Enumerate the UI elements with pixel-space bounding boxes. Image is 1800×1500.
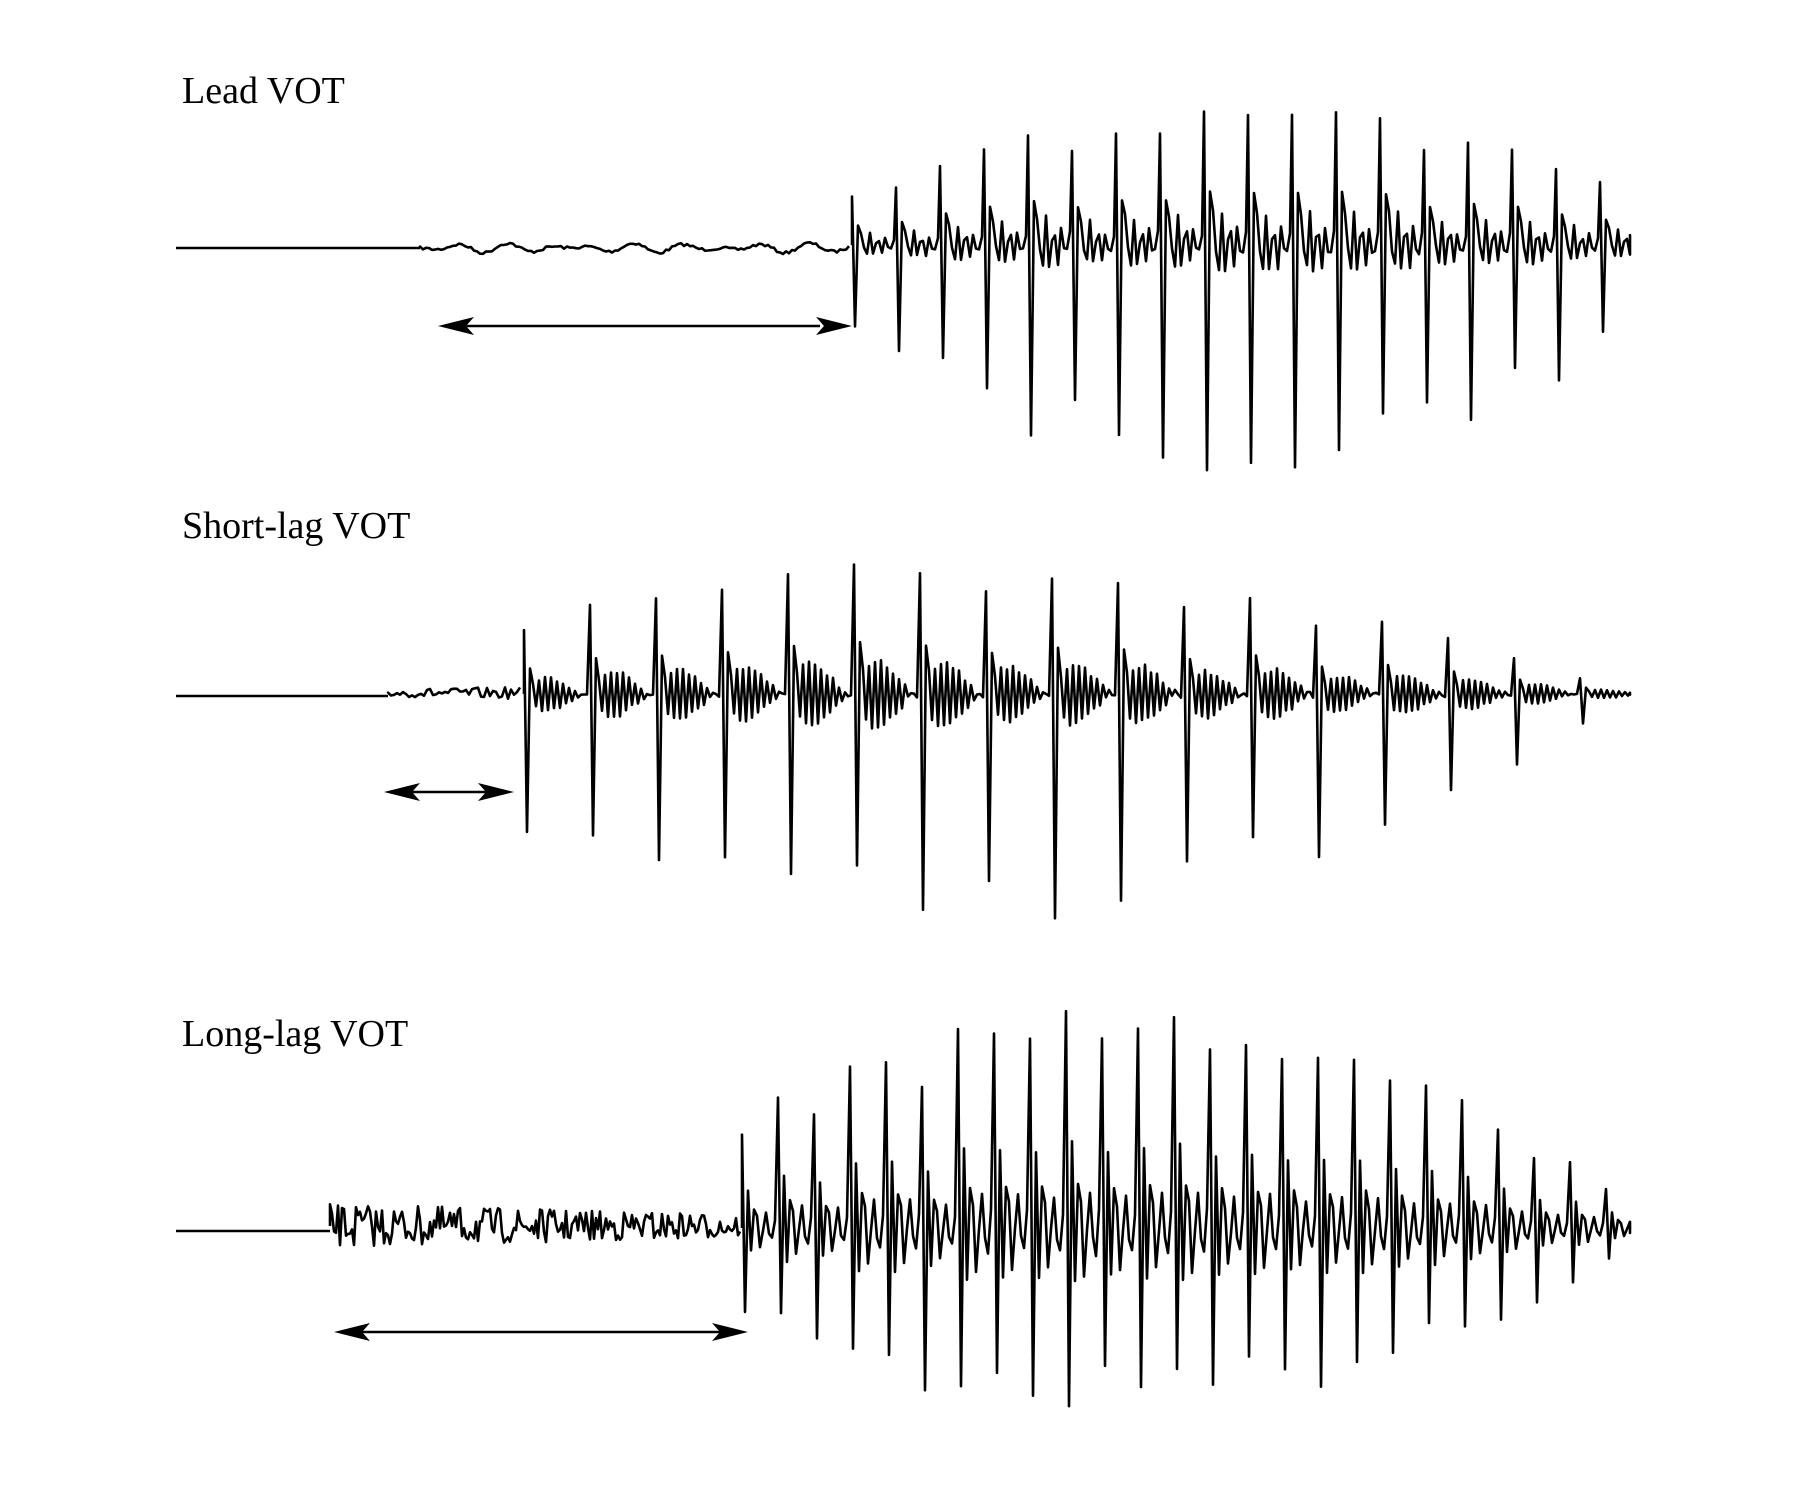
vot-interval-arrow <box>384 783 514 801</box>
vowel-waveform <box>522 563 1632 920</box>
aspiration-noise-waveform <box>328 1203 742 1247</box>
vowel-waveform <box>850 110 1632 472</box>
panel-label-long-lag-vot: Long-lag VOT <box>182 1013 408 1055</box>
panel-label-short-lag-vot: Short-lag VOT <box>182 505 410 547</box>
panel-lead-vot: Lead VOT <box>176 70 1632 472</box>
prevoicing-waveform <box>418 241 850 256</box>
panel-long-lag-vot: Long-lag VOT <box>176 1009 1632 1408</box>
vot-interval-arrow <box>438 317 852 335</box>
vowel-waveform <box>740 1009 1632 1408</box>
panel-label-lead-vot: Lead VOT <box>182 70 345 112</box>
burst-aspiration-waveform <box>386 686 522 700</box>
vot-interval-arrow <box>334 1323 748 1341</box>
panel-short-lag-vot: Short-lag VOT <box>176 505 1632 920</box>
